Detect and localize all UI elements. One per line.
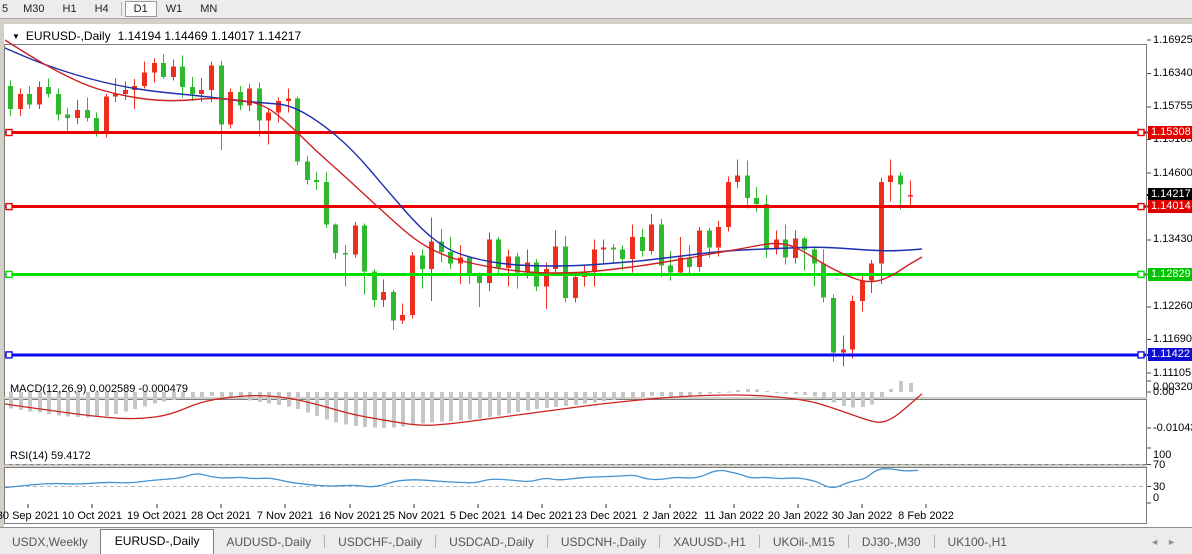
timeframe-toolbar: 5 M30 H1 H4 D1 W1 MN: [0, 0, 1192, 19]
date-label: 2 Jan 2022: [642, 510, 698, 522]
date-label: 19 Oct 2021: [127, 510, 187, 522]
chart-title: ▼ EURUSD-,Daily 1.14194 1.14469 1.14017 1.…: [12, 29, 301, 43]
price-axis-label: 1.12260: [1153, 300, 1192, 313]
price-badge-1.12829: 1.12829: [1148, 267, 1192, 281]
price-axis-label: 1.11690: [1153, 333, 1192, 346]
chart-tabbar: USDX,Weekly EURUSD-,Daily AUDUSD-,Daily USD…: [0, 527, 1192, 554]
rsi-axis-label: 100: [1153, 449, 1172, 461]
chart-area: [0, 20, 1192, 527]
price-badge-1.14014: 1.14014: [1148, 200, 1192, 214]
chart-tab-UK100-H1[interactable]: UK100-,H1: [947, 535, 1007, 549]
date-label: 5 Dec 2021: [449, 510, 507, 522]
chart-tab-DJ30-M30[interactable]: DJ30-,M30: [861, 535, 921, 549]
panel-splitter[interactable]: [0, 465, 1147, 467]
price-badge-1.14217: 1.14217: [1148, 188, 1192, 202]
date-label: 30 Sep 2021: [0, 510, 60, 522]
price-axis-label: 1.14600: [1153, 166, 1192, 179]
rsi-indicator-label: RSI(14) 59.4172: [10, 450, 91, 462]
chart-tab-AUDUSD-Daily[interactable]: AUDUSD-,Daily: [226, 535, 312, 549]
date-label: 8 Feb 2022: [898, 510, 954, 522]
chart-title-symbol: EURUSD-,Daily: [25, 29, 111, 43]
price-axis-label: 1.16340: [1153, 66, 1192, 79]
macd-axis-label: -0.010433: [1153, 421, 1192, 434]
rsi-axis-label: 30: [1153, 480, 1166, 493]
panel-splitter[interactable]: [0, 397, 1147, 399]
tab-scroll-right-icon: ►: [1167, 537, 1184, 547]
date-label: 14 Dec 2021: [510, 510, 574, 522]
date-label: 7 Nov 2021: [256, 510, 314, 522]
tab-scroll-left-icon: ◄: [1150, 537, 1168, 547]
date-label: 30 Jan 2022: [831, 510, 893, 522]
macd-axis-label: 0.00: [1153, 386, 1175, 398]
chart-tab-USDCHF-Daily[interactable]: USDCHF-,Daily: [338, 535, 423, 549]
chart-tab-UKOil-M15[interactable]: UKOil-,M15: [772, 535, 835, 549]
price-badge-1.15308: 1.15308: [1148, 126, 1192, 140]
rsi-axis-label: 70: [1153, 458, 1166, 471]
chart-tab-USDCAD-Daily[interactable]: USDCAD-,Daily: [449, 535, 534, 549]
chart-tab-EURUSD-Daily[interactable]: EURUSD-,Daily: [99, 529, 215, 554]
toolbar-separator: [120, 2, 122, 16]
date-label: 25 Nov 2021: [382, 510, 446, 522]
price-axis-label: 1.15755: [1153, 100, 1192, 113]
timeframe-button-W1[interactable]: W1: [165, 3, 183, 15]
macd-indicator-label: MACD(12,26,9) 0.002589 -0.000479: [10, 383, 188, 395]
date-label: 20 Jan 2022: [767, 510, 829, 522]
tab-scroll-arrows[interactable]: ◄►: [1150, 537, 1184, 547]
chart-tab-XAUUSD-H1[interactable]: XAUUSD-,H1: [673, 535, 746, 549]
price-axis-label: 1.16925: [1153, 33, 1192, 46]
date-label: 16 Nov 2021: [318, 510, 382, 522]
price-axis-label: 1.11105: [1153, 366, 1192, 379]
timeframe-button-MN[interactable]: MN: [200, 3, 218, 15]
date-label: 10 Oct 2021: [62, 510, 122, 522]
chart-margin-top: [0, 20, 1192, 24]
timeframe-button-5[interactable]: 5: [2, 3, 9, 15]
timeframe-button-M30[interactable]: M30: [23, 3, 45, 15]
date-label: 28 Oct 2021: [191, 510, 251, 522]
chart-tab-USDCNH-Daily[interactable]: USDCNH-,Daily: [560, 535, 647, 549]
price-badge-1.11422: 1.11422: [1148, 348, 1192, 362]
price-chart-panel[interactable]: [4, 44, 1147, 398]
symbol-dropdown-icon[interactable]: ▼: [12, 32, 20, 41]
chart-margin-left: [0, 20, 4, 527]
date-label: 11 Jan 2022: [704, 510, 764, 522]
price-axis-label: 1.13430: [1153, 233, 1192, 246]
date-label: 23 Dec 2021: [574, 510, 638, 522]
chart-tab-USDX-Weekly[interactable]: USDX,Weekly: [12, 535, 88, 549]
macd-panel[interactable]: [4, 399, 1147, 465]
timeframe-button-H4[interactable]: H4: [94, 3, 109, 15]
rsi-axis-label: 0: [1153, 492, 1160, 504]
chart-title-ohlc: 1.14194 1.14469 1.14017 1.14217: [117, 29, 302, 43]
macd-axis-label: 0.003209: [1153, 381, 1192, 393]
timeframe-button-H1[interactable]: H1: [62, 3, 77, 15]
timeframe-button-D1[interactable]: D1: [124, 1, 157, 17]
